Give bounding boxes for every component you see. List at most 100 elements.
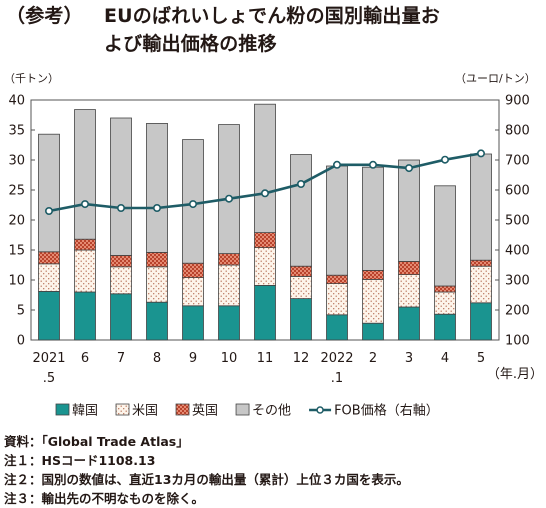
y-left-tick-label: 25 — [8, 184, 25, 199]
chart-title: （参考） EUのばれいしょでん粉の国別輸出量お よび輸出価格の推移 — [6, 2, 440, 58]
title-line-2: よび輸出価格の推移 — [104, 33, 277, 55]
fob-price-point — [296, 180, 305, 189]
fob-price-point — [189, 200, 198, 209]
bar-usa — [254, 247, 276, 286]
bar-uk — [254, 232, 276, 249]
y-left-tick-label: 40 — [8, 94, 25, 109]
y-left-tick-label: 35 — [8, 124, 25, 139]
chart-svg: 0510152025303540100200300400500600700800… — [8, 94, 543, 419]
bar-usa — [470, 265, 492, 304]
bar-usa — [290, 275, 312, 299]
bar-uk — [218, 253, 240, 266]
bar-uk — [434, 285, 456, 293]
y-right-tick-label: 700 — [505, 154, 530, 169]
bar-other — [398, 159, 420, 262]
y-right-tick-label: 100 — [505, 334, 530, 349]
x-tick-label: 10 — [221, 351, 238, 366]
bar-korea — [434, 313, 456, 341]
axes: 0510152025303540100200300400500600700800… — [8, 94, 543, 387]
x-tick-label: 8 — [153, 351, 161, 366]
legend-label: 英国 — [192, 404, 218, 419]
bar-uk — [38, 251, 60, 265]
x-tick-label: 11 — [257, 351, 274, 366]
x-tick-label: 7 — [117, 351, 125, 366]
fob-price-point — [117, 204, 126, 213]
bar-usa — [434, 291, 456, 315]
legend-label: 米国 — [132, 404, 158, 419]
bar-other — [110, 117, 132, 256]
bar-korea — [290, 298, 312, 341]
bar-korea — [470, 302, 492, 341]
fob-price-point — [440, 155, 449, 164]
bar-uk — [182, 262, 204, 279]
notes: 資料：「Global Trade Atlas」 注１：HSコード1108.13 … — [4, 432, 409, 508]
x-tick-label: 2 — [369, 351, 377, 366]
bar-usa — [218, 264, 240, 307]
y-right-tick-label: 400 — [505, 244, 530, 259]
bar-usa — [110, 266, 132, 295]
legend-label: FOB価格（右軸） — [334, 403, 439, 419]
bar-korea — [110, 293, 132, 341]
x-tick-label: 9 — [189, 351, 197, 366]
bar-korea — [146, 301, 168, 341]
y-left-tick-label: 15 — [8, 244, 25, 259]
bar-other — [290, 154, 312, 267]
y-right-tick-label: 300 — [505, 274, 530, 289]
bar-other — [218, 124, 240, 254]
bar-uk — [74, 238, 96, 251]
legend-line-marker — [316, 406, 324, 414]
x-tick-label: 5 — [477, 351, 485, 366]
note-2: 注２：国別の数値は、直近13カ月の輸出量（累計）上位３カ国を表示。 — [4, 472, 409, 487]
bar-other — [146, 123, 168, 253]
bar-usa — [326, 283, 348, 316]
bar-other — [326, 165, 348, 276]
bar-other — [362, 166, 384, 271]
y-right-tick-label: 500 — [505, 214, 530, 229]
y-left-tick-label: 5 — [17, 304, 25, 319]
y-left-tick-label: 10 — [8, 274, 25, 289]
fob-price-point — [81, 200, 90, 209]
legend-swatch — [235, 403, 250, 416]
fob-price-point — [44, 207, 53, 216]
note-source: 資料：「Global Trade Atlas」 — [4, 434, 189, 449]
bar-uk — [362, 269, 384, 280]
y-left-unit-label: （千トン） — [4, 72, 59, 85]
x-tick-label: 2022.1 — [320, 351, 353, 386]
bars — [38, 103, 492, 341]
fob-price-point — [368, 160, 377, 169]
legend-label: 韓国 — [72, 404, 98, 419]
bar-other — [434, 185, 456, 287]
y-right-tick-label: 900 — [505, 94, 530, 109]
note-3: 注３：輸出先の不明なものを除く。 — [4, 491, 205, 506]
bar-uk — [470, 259, 492, 267]
fob-price-point — [404, 164, 413, 173]
bar-other — [74, 109, 96, 240]
bar-usa — [38, 263, 60, 292]
y-right-unit-label: （ユーロ/トン） — [455, 72, 536, 85]
bar-korea — [218, 305, 240, 341]
bar-uk — [398, 260, 420, 275]
bar-korea — [362, 322, 384, 341]
bar-other — [254, 103, 276, 233]
fob-price-line — [44, 149, 485, 216]
bar-korea — [38, 290, 60, 341]
bar-usa — [182, 277, 204, 307]
x-tick-label: 6 — [81, 351, 89, 366]
bar-usa — [362, 278, 384, 324]
bar-korea — [398, 306, 420, 341]
title-line-1: EUのばれいしょでん粉の国別輸出量お — [104, 5, 441, 27]
x-unit-label: （年.月） — [487, 367, 543, 382]
y-right-tick-label: 200 — [505, 304, 530, 319]
fob-price-point — [225, 194, 234, 203]
legend-swatch — [115, 403, 130, 416]
y-left-tick-label: 0 — [17, 334, 25, 349]
legend: 韓国 米国 英国 その他 FOB価格（右軸） — [55, 403, 439, 419]
y-right-tick-label: 600 — [505, 184, 530, 199]
bar-korea — [74, 291, 96, 341]
y-right-tick-label: 800 — [505, 124, 530, 139]
bar-usa — [398, 274, 420, 308]
bar-korea — [182, 305, 204, 341]
title-tag: （参考） — [6, 5, 83, 27]
y-left-tick-label: 30 — [8, 154, 25, 169]
